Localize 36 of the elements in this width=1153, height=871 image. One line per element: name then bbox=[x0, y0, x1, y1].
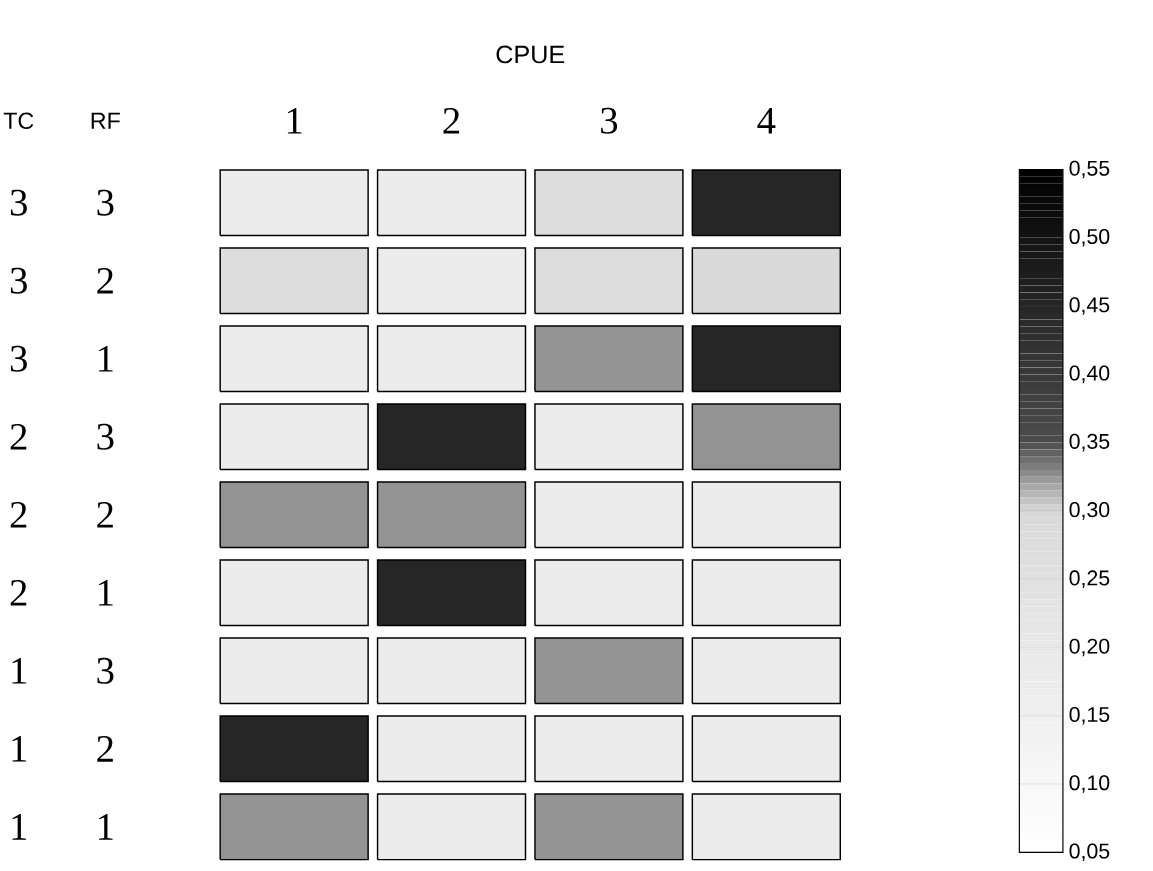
y-axis-title: TC bbox=[3, 112, 34, 130]
x-tick-label: 2 bbox=[443, 108, 460, 134]
color-bar-label: 0,45 bbox=[1069, 297, 1110, 315]
x-tick-label: 3 bbox=[601, 107, 618, 134]
y2-tick-label: 1 bbox=[99, 346, 113, 372]
color-bar-label: 0,40 bbox=[1069, 365, 1110, 384]
y-tick-label: 1 bbox=[12, 814, 27, 840]
y-tick-label: 2 bbox=[10, 502, 27, 528]
x-tick-label: 1 bbox=[287, 108, 302, 134]
x-tick-label: 4 bbox=[757, 108, 776, 134]
color-bar-label: 0,15 bbox=[1069, 707, 1110, 725]
y-tick-label: 2 bbox=[10, 580, 27, 606]
y-tick-label: 3 bbox=[10, 267, 27, 294]
y-tick-label: 3 bbox=[10, 345, 27, 372]
y2-tick-label: 3 bbox=[97, 189, 114, 216]
color-bar-label: 0,30 bbox=[1069, 502, 1110, 520]
color-bar-label: 0,35 bbox=[1069, 433, 1110, 452]
color-bar-label: 0,55 bbox=[1069, 160, 1110, 179]
color-bar-label: 0,10 bbox=[1069, 775, 1110, 793]
y2-tick-label: 3 bbox=[97, 657, 114, 684]
y2-axis-title: RF bbox=[91, 112, 120, 129]
y2-tick-label: 1 bbox=[99, 580, 113, 606]
color-bar-label: 0,50 bbox=[1069, 229, 1110, 247]
x-axis-title: CPUE bbox=[496, 45, 565, 64]
color-bar-label: 0,25 bbox=[1069, 570, 1110, 589]
y-tick-label: 1 bbox=[12, 736, 27, 762]
y2-tick-label: 3 bbox=[97, 423, 114, 450]
y2-tick-label: 2 bbox=[97, 502, 113, 528]
y-tick-label: 2 bbox=[10, 424, 27, 450]
y-tick-label: 1 bbox=[12, 658, 27, 684]
y2-tick-label: 2 bbox=[97, 268, 113, 294]
y2-tick-label: 2 bbox=[97, 736, 113, 762]
color-bar-label: 0,05 bbox=[1069, 843, 1110, 862]
y-tick-label: 3 bbox=[10, 189, 27, 216]
y2-tick-label: 1 bbox=[99, 814, 113, 840]
color-bar-label: 0,20 bbox=[1069, 638, 1110, 657]
